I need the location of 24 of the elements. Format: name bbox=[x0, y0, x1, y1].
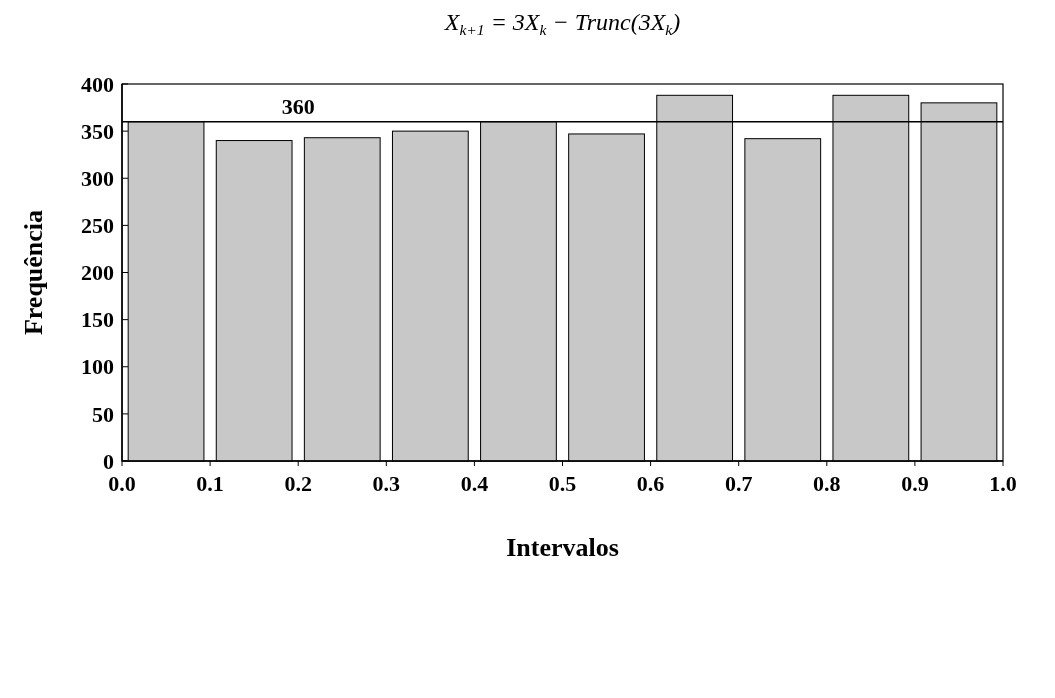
chart-title: X$_{k+1}$ = 3X$_{k}$ − Trunc(3X$_{k}$) bbox=[443, 9, 681, 38]
x-tick-label: 0.2 bbox=[284, 471, 312, 496]
x-tick-label: 0.5 bbox=[548, 471, 577, 496]
y-tick-label: 350 bbox=[81, 118, 114, 144]
y-tick-label: 100 bbox=[81, 354, 114, 380]
y-tick-label: 250 bbox=[81, 213, 114, 239]
x-tick-label: 0.1 bbox=[196, 471, 224, 496]
x-tick-label: 0.0 bbox=[108, 471, 136, 496]
x-axis-title: Intervalos bbox=[506, 533, 619, 562]
y-tick-label: 400 bbox=[81, 71, 114, 97]
x-tick-label: 0.9 bbox=[901, 471, 929, 496]
y-tick-label: 0 bbox=[103, 448, 114, 474]
y-axis-title: Frequência bbox=[19, 209, 48, 336]
x-tick-label: 0.3 bbox=[372, 471, 401, 496]
x-tick-label: 0.7 bbox=[724, 471, 753, 496]
ref-line-label: 360 bbox=[281, 93, 315, 119]
x-tick-label: 0.4 bbox=[460, 471, 489, 496]
y-tick-label: 50 bbox=[92, 401, 114, 427]
x-tick-label: 1.0 bbox=[989, 471, 1017, 496]
x-tick-label: 0.8 bbox=[813, 471, 841, 496]
y-tick-label: 200 bbox=[81, 260, 114, 286]
y-tick-label: 150 bbox=[81, 307, 114, 333]
y-tick-label: 300 bbox=[81, 165, 114, 191]
x-tick-label: 0.6 bbox=[636, 471, 665, 496]
